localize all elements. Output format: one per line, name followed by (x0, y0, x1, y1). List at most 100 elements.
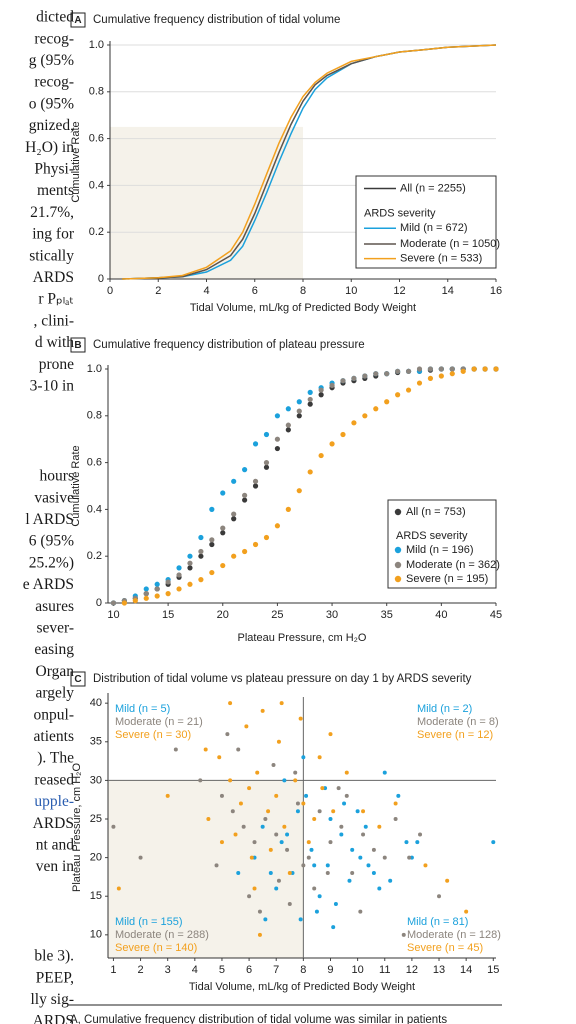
point (187, 581, 193, 587)
point (220, 530, 226, 536)
chart-title: Cumulative frequency distribution of pla… (93, 339, 365, 351)
point (247, 786, 252, 791)
body-text-line: onpul- (34, 706, 74, 723)
point (220, 562, 226, 569)
body-text-line: gnized, (29, 117, 74, 134)
point (407, 855, 412, 860)
point (298, 917, 303, 922)
point (329, 382, 335, 388)
point (287, 871, 292, 876)
point (285, 847, 290, 852)
point (176, 565, 182, 571)
point (331, 925, 336, 930)
point (340, 431, 346, 438)
point (401, 932, 406, 937)
point (274, 832, 279, 837)
chart-title: Distribution of tidal volume vs plateau … (93, 673, 472, 685)
body-text-line: l ARDS (25, 511, 74, 528)
point (342, 801, 347, 806)
body-text-line: easing (34, 641, 74, 658)
point (309, 847, 314, 852)
body-text-line: recog- (34, 74, 74, 91)
body-text-line: 6 (95% (29, 533, 74, 550)
point (143, 595, 149, 601)
point (165, 579, 171, 585)
x-tick-label: 2 (137, 964, 143, 976)
quadrant-count: Severe (n = 30) (115, 729, 191, 741)
point (225, 732, 230, 737)
point (154, 593, 160, 599)
point (296, 408, 302, 414)
point (138, 855, 143, 860)
x-tick-label: 20 (217, 609, 229, 621)
x-tick-label: 1 (110, 964, 116, 976)
point (154, 581, 160, 587)
x-tick-label: 3 (165, 964, 171, 976)
cdf-line (122, 44, 497, 280)
x-tick-label: 16 (490, 285, 502, 297)
x-tick-label: 25 (271, 609, 283, 621)
point (230, 809, 235, 814)
body-text-line: d with (35, 334, 74, 351)
point (252, 483, 259, 489)
body-text-line: e ARDS (23, 576, 74, 593)
point (317, 755, 322, 760)
point (198, 778, 203, 783)
y-tick-label: 35 (90, 736, 102, 748)
point (296, 488, 302, 494)
body-text-line: upple- (34, 793, 74, 810)
point (282, 778, 287, 783)
point (306, 855, 311, 860)
y-tick-label: 0.6 (87, 457, 102, 469)
point (276, 739, 281, 744)
point (154, 586, 160, 592)
point (263, 464, 270, 470)
point (416, 366, 423, 372)
x-tick-label: 10 (351, 964, 363, 976)
panel-label-box (70, 12, 86, 28)
point (325, 871, 330, 876)
y-tick-label: 30 (90, 774, 102, 786)
point (307, 396, 313, 403)
point (198, 534, 204, 541)
body-text-line: g (95% (29, 52, 74, 69)
point (176, 586, 182, 592)
point (206, 817, 211, 822)
point (449, 371, 455, 377)
point (236, 871, 241, 876)
point (274, 445, 281, 452)
point (279, 701, 284, 706)
body-text-line: atients (34, 728, 74, 745)
x-tick-label: 10 (345, 285, 357, 297)
point (198, 577, 204, 583)
x-tick-label: 13 (433, 964, 445, 976)
point (255, 770, 260, 775)
x-tick-label: 5 (219, 964, 225, 976)
point (347, 878, 352, 883)
point (427, 366, 434, 372)
point (252, 478, 259, 484)
point (384, 371, 390, 377)
body-text-line: o (95% (29, 95, 74, 112)
point (266, 809, 271, 814)
body-text-line: reased (34, 771, 74, 788)
point (220, 490, 226, 496)
point (393, 817, 398, 822)
point (263, 460, 270, 466)
point (405, 387, 412, 393)
point (438, 366, 444, 372)
body-text-line: stically (29, 247, 74, 264)
point (318, 452, 324, 459)
point (295, 801, 300, 806)
point (242, 497, 248, 503)
point (373, 371, 379, 377)
point (449, 366, 455, 372)
point (464, 909, 469, 914)
point (231, 553, 237, 559)
legend-box (387, 499, 497, 589)
point (214, 863, 219, 868)
y-tick-label: 1.0 (87, 363, 102, 375)
point (249, 855, 254, 860)
point (257, 909, 262, 914)
